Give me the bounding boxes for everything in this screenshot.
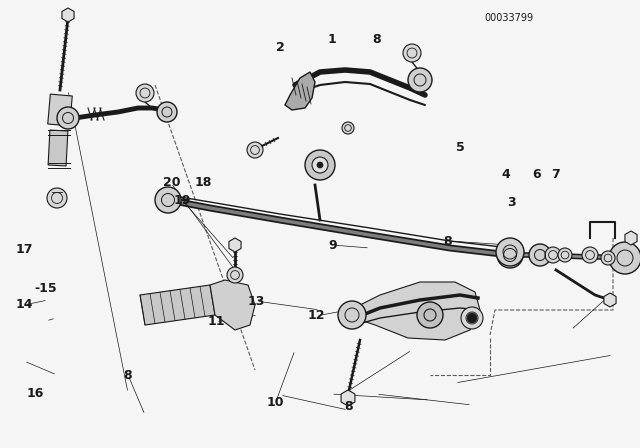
Polygon shape	[62, 8, 74, 22]
Circle shape	[57, 107, 79, 129]
Text: 00033799: 00033799	[484, 13, 533, 23]
Text: 2: 2	[276, 40, 285, 54]
Polygon shape	[285, 72, 315, 110]
Circle shape	[227, 267, 243, 283]
Circle shape	[467, 313, 477, 323]
Text: 8: 8	[124, 369, 132, 382]
Text: 1: 1	[327, 33, 336, 46]
Circle shape	[342, 122, 354, 134]
Circle shape	[136, 84, 154, 102]
Circle shape	[582, 247, 598, 263]
Circle shape	[545, 247, 561, 263]
Text: 3: 3	[508, 196, 516, 209]
Text: 20: 20	[163, 176, 180, 190]
Polygon shape	[350, 282, 480, 340]
Polygon shape	[48, 94, 72, 126]
Text: 17: 17	[15, 243, 33, 257]
Circle shape	[47, 188, 67, 208]
Polygon shape	[48, 130, 68, 166]
Text: 8: 8	[372, 33, 381, 46]
Text: 8: 8	[444, 234, 452, 248]
Circle shape	[601, 251, 615, 265]
Circle shape	[317, 162, 323, 168]
Circle shape	[157, 102, 177, 122]
Text: 13: 13	[247, 294, 265, 308]
Circle shape	[497, 242, 523, 268]
Circle shape	[247, 142, 263, 158]
Circle shape	[305, 150, 335, 180]
Text: 9: 9	[328, 239, 337, 252]
Text: 7: 7	[551, 168, 560, 181]
Circle shape	[496, 238, 524, 266]
Text: 8: 8	[344, 400, 353, 414]
Circle shape	[155, 187, 181, 213]
Polygon shape	[341, 390, 355, 406]
Text: 4: 4	[501, 168, 510, 181]
Text: 5: 5	[456, 141, 465, 155]
Circle shape	[461, 307, 483, 329]
Circle shape	[529, 244, 551, 266]
Text: 6: 6	[532, 168, 541, 181]
Circle shape	[558, 248, 572, 262]
Polygon shape	[625, 231, 637, 245]
Circle shape	[312, 157, 328, 173]
Text: 16: 16	[26, 387, 44, 400]
Polygon shape	[229, 238, 241, 252]
Text: -15: -15	[35, 282, 58, 296]
Polygon shape	[210, 280, 255, 330]
Circle shape	[403, 44, 421, 62]
Text: 11: 11	[207, 315, 225, 328]
Circle shape	[417, 302, 443, 328]
Polygon shape	[140, 285, 215, 325]
Text: 19: 19	[173, 194, 191, 207]
Circle shape	[609, 242, 640, 274]
Text: 12: 12	[308, 309, 326, 323]
Text: 10: 10	[266, 396, 284, 409]
Circle shape	[408, 68, 432, 92]
Text: 18: 18	[195, 176, 212, 190]
Text: 14: 14	[15, 298, 33, 311]
Polygon shape	[604, 293, 616, 307]
Circle shape	[338, 301, 366, 329]
